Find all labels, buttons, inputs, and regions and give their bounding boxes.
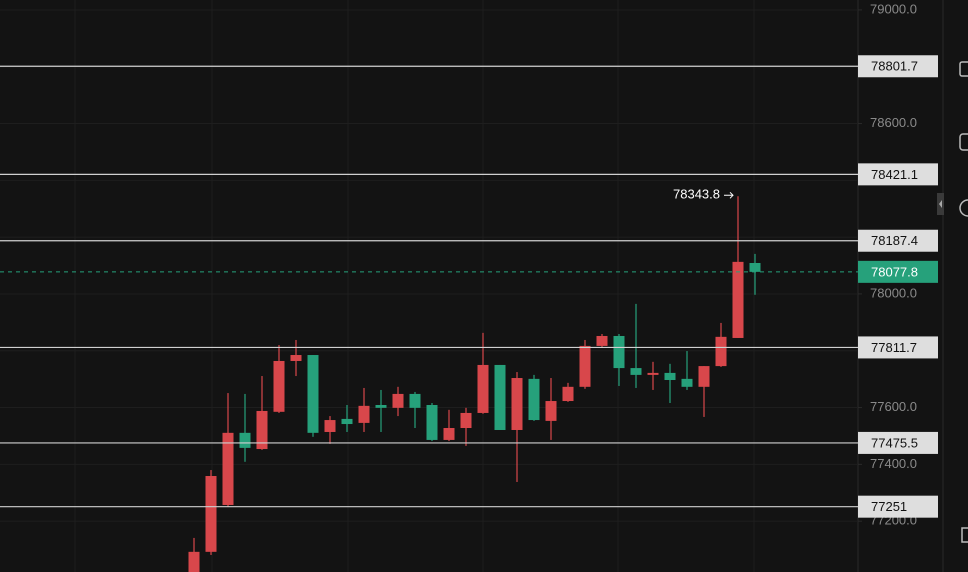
price-label: 78187.4 <box>871 233 918 248</box>
price-label: 77475.5 <box>871 435 918 450</box>
candle-body <box>596 335 608 346</box>
price-label-box <box>858 163 938 186</box>
candle-body <box>188 551 200 572</box>
collapse-arrow <box>939 200 942 208</box>
candle-body <box>358 405 370 423</box>
price-label: 78801.7 <box>871 59 918 74</box>
candle-body <box>256 410 268 450</box>
price-label-box <box>858 495 938 518</box>
high-arrow <box>724 191 734 199</box>
y-tick-label: 77400.0 <box>870 456 917 471</box>
candle-body <box>562 386 574 402</box>
candle-body <box>732 261 744 338</box>
candle-body <box>511 378 523 430</box>
candle-body <box>341 418 353 425</box>
candle-body <box>681 378 693 387</box>
candle-body <box>579 345 591 387</box>
y-tick-label: 79000.0 <box>870 1 917 16</box>
candle-body <box>494 364 506 430</box>
candle-body <box>307 355 319 433</box>
candle-body <box>477 364 489 413</box>
price-label-box <box>858 431 938 454</box>
candle-body <box>664 372 676 381</box>
candle-body <box>545 401 557 421</box>
candle-body <box>528 378 540 421</box>
last-price-label: 78077.8 <box>871 264 918 279</box>
price-label: 78421.1 <box>871 167 918 182</box>
candle-body <box>715 336 727 367</box>
candle-body <box>205 476 217 552</box>
last-price-box <box>858 260 938 283</box>
candle-body <box>324 420 336 432</box>
overlay: 78801.7 78421.1 78187.4 77811.7 77475.5 77251… <box>0 55 938 518</box>
toolbar-icon[interactable] <box>959 61 968 77</box>
candle-body <box>290 355 302 361</box>
candle-body <box>630 368 642 375</box>
price-label-box <box>858 229 938 252</box>
candle-body <box>443 428 455 440</box>
candle-body <box>409 393 421 408</box>
price-label: 77251 <box>871 499 907 514</box>
candle-body <box>392 393 404 408</box>
candle-body <box>749 262 761 272</box>
y-tick-label: 77600.0 <box>870 399 917 414</box>
price-label: 77811.7 <box>871 340 917 355</box>
toolbar-icon[interactable] <box>959 133 968 151</box>
high-annotation: 78343.8 <box>673 187 720 202</box>
candle-body <box>698 366 710 387</box>
candle-body <box>460 412 472 429</box>
price-label-box <box>858 336 938 359</box>
candle-body <box>222 432 234 505</box>
price-label-box <box>858 55 938 78</box>
y-tick-label: 78000.0 <box>870 285 917 300</box>
toolbar-icon[interactable] <box>961 527 968 543</box>
candle-body <box>273 360 285 412</box>
time-grid <box>74 0 755 572</box>
candle-body <box>239 432 251 448</box>
candle-body <box>426 405 438 440</box>
candle-body <box>613 335 625 369</box>
candle-body <box>375 405 387 408</box>
toolbar-icon[interactable] <box>959 199 968 217</box>
candle-body <box>647 372 659 375</box>
y-tick-label: 78600.0 <box>870 115 917 130</box>
